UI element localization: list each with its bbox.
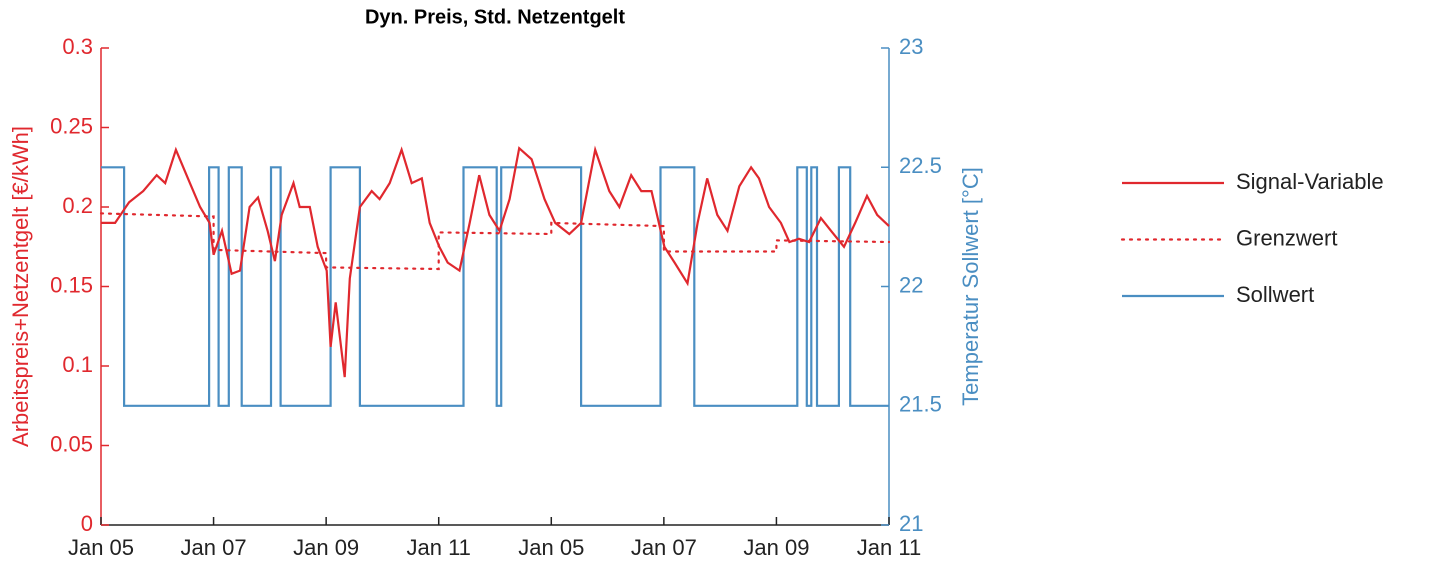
series-line xyxy=(99,212,891,271)
x-tick-label: Jan 07 xyxy=(181,535,247,560)
x-tick-label: Jan 11 xyxy=(857,535,921,560)
y2-tick-label: 21.5 xyxy=(899,392,942,417)
y2-tick-label: 21 xyxy=(899,511,923,536)
x-tick-label: Jan 11 xyxy=(407,535,471,560)
y-tick-label: 0.15 xyxy=(50,272,93,297)
x-tick-label: Jan 05 xyxy=(68,535,134,560)
series-line xyxy=(101,145,890,378)
y2-tick-label: 22 xyxy=(899,272,923,297)
y-axis-label: Arbeitspreis+Netzentgelt [€/kWh] xyxy=(8,126,33,447)
x-tick-label: Jan 07 xyxy=(631,535,697,560)
x-tick-label: Jan 05 xyxy=(518,535,584,560)
y2-tick-label: 22.5 xyxy=(899,153,942,178)
legend-label: Signal-Variable xyxy=(1236,169,1384,194)
chart-title: Dyn. Preis, Std. Netzentgelt xyxy=(365,6,625,28)
y-tick-label: 0 xyxy=(81,511,93,536)
y-tick-label: 0.05 xyxy=(50,431,93,456)
series-line xyxy=(101,166,889,407)
y-tick-label: 0.1 xyxy=(62,352,93,377)
x-tick-label: Jan 09 xyxy=(293,535,359,560)
y2-axis-label: Temperatur Sollwert [°C] xyxy=(958,167,983,406)
legend-label: Grenzwert xyxy=(1236,225,1337,250)
y-tick-label: 0.3 xyxy=(62,34,93,59)
y-tick-label: 0.25 xyxy=(50,113,93,138)
y2-tick-label: 23 xyxy=(899,34,923,59)
x-tick-label: Jan 09 xyxy=(743,535,809,560)
y-tick-label: 0.2 xyxy=(62,193,93,218)
legend-label: Sollwert xyxy=(1236,282,1314,307)
